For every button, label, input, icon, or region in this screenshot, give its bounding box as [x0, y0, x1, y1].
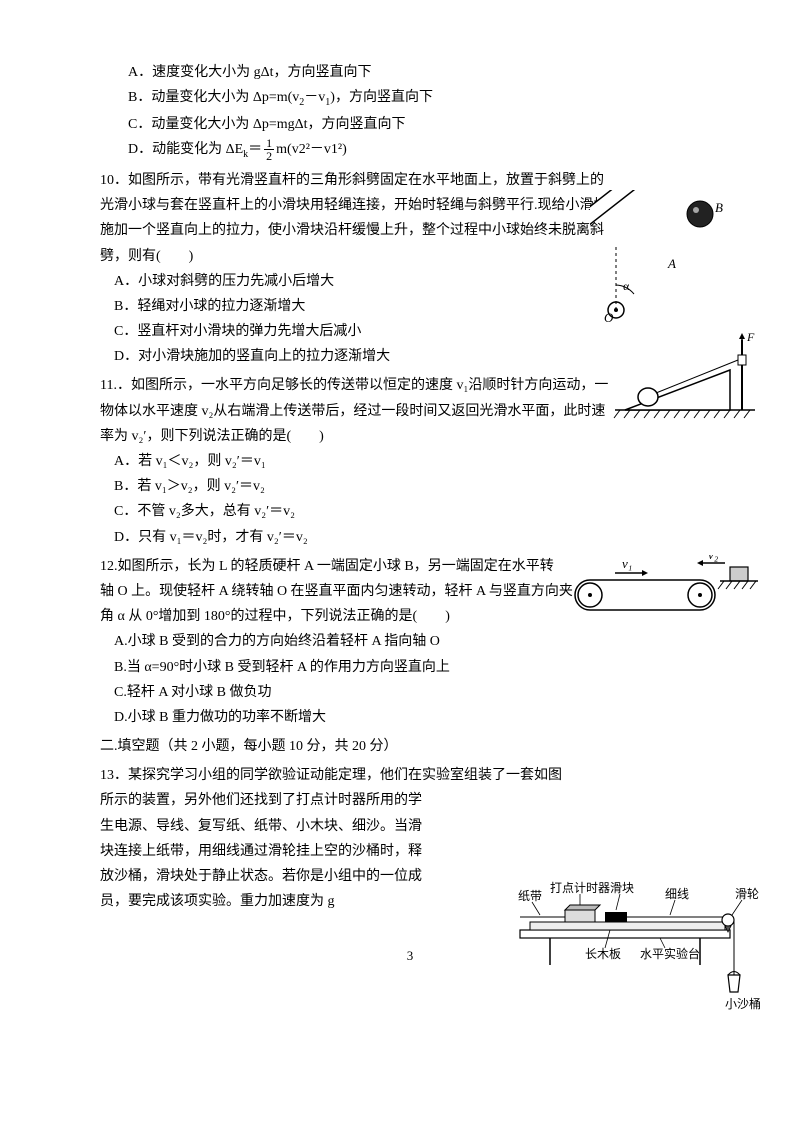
fig13-pulley: 滑轮: [735, 887, 759, 901]
q12-optA: A.小球 B 受到的合力的方向始终沿着轻杆 A 指向轴 O: [100, 629, 720, 654]
fig13-slider: 滑块: [610, 881, 634, 895]
q9-optD-eq: ＝: [248, 142, 262, 157]
q11-stem3: 率为 v₂′，则下列说法正确的是( ): [100, 424, 720, 449]
fig-label-A: A: [667, 256, 676, 271]
q9-optB-post: )，方向竖直向下: [330, 90, 433, 105]
q11-optD: D．只有 v₁＝v₂时，才有 v₂′＝v₂: [100, 525, 720, 550]
q12-optB: B.当 α=90°时小球 B 受到轻杆 A 的作用力方向竖直向上: [100, 655, 720, 680]
q13-figure: 纸带 打点计时器 滑块 细线 滑轮 长木板 水平实验台 小沙桶: [510, 880, 770, 1010]
q13-stem3: 生电源、导线、复写纸、纸带、小木块、细沙。当滑: [100, 814, 720, 839]
fig-label-B: B: [715, 200, 723, 215]
fig13-bench: 水平实验台: [640, 946, 700, 961]
q13-stem4: 块连接上纸带，用细线通过滑轮挂上空的沙桶时，释: [100, 839, 720, 864]
q12-optD: D.小球 B 重力做功的功率不断增大: [100, 705, 720, 730]
q11-optB: B．若 v₁＞v₂，则 v₂′＝v₂: [100, 474, 720, 499]
q10-figure-rod: O A B α: [590, 190, 740, 330]
q9-optC: C．动量变化大小为 Δp=mgΔt，方向竖直向下: [100, 112, 720, 137]
q9-optD-post: m(v2²－v1²): [276, 142, 347, 157]
q9-optB-pre: B．动量变化大小为 Δp=m(v: [128, 90, 299, 105]
q9-optB-mid: －v: [304, 90, 325, 105]
fig-v1: v₁: [622, 556, 632, 571]
q9-optD: D．动能变化为 ΔEk＝12m(v2²－v1²): [100, 137, 720, 164]
fig-label-F: F: [746, 330, 755, 344]
fig13-board: 长木板: [585, 947, 621, 961]
q11-optA: A．若 v₁＜v₂，则 v₂′＝v₁: [100, 449, 720, 474]
fig-v2: v₂: [708, 555, 719, 562]
q10-figure-incline: F: [610, 325, 760, 425]
section2-title: 二.填空题（共 2 小题，每小题 10 分，共 20 分）: [100, 734, 720, 759]
fig13-timer: 打点计时器: [550, 881, 610, 895]
q9-optB: B．动量变化大小为 Δp=m(v2－v1)，方向竖直向下: [100, 85, 720, 112]
q11-figure: v₁ v₂: [560, 555, 760, 625]
q9-optA: A．速度变化大小为 gΔt，方向竖直向下: [100, 60, 720, 85]
q9-optD-pre: D．动能变化为 ΔE: [128, 142, 243, 157]
fig-label-O: O: [604, 310, 614, 325]
q13-stem2: 所示的装置，另外他们还找到了打点计时器所用的学: [100, 788, 720, 813]
fig13-bucket: 小沙桶: [725, 996, 761, 1010]
q11-optC: C．不管 v₂多大，总有 v₂′＝v₂: [100, 499, 720, 524]
fig13-tape: 纸带: [518, 889, 542, 903]
fig13-string: 细线: [665, 887, 689, 901]
q12-optC: C.轻杆 A 对小球 B 做负功: [100, 680, 720, 705]
q13-stem1: 13．某探究学习小组的同学欲验证动能定理，他们在实验室组装了一套如图: [100, 763, 720, 788]
frac-den: 2: [264, 150, 274, 162]
q9-optD-frac: 12: [264, 137, 274, 162]
fig-label-alpha: α: [623, 279, 630, 293]
